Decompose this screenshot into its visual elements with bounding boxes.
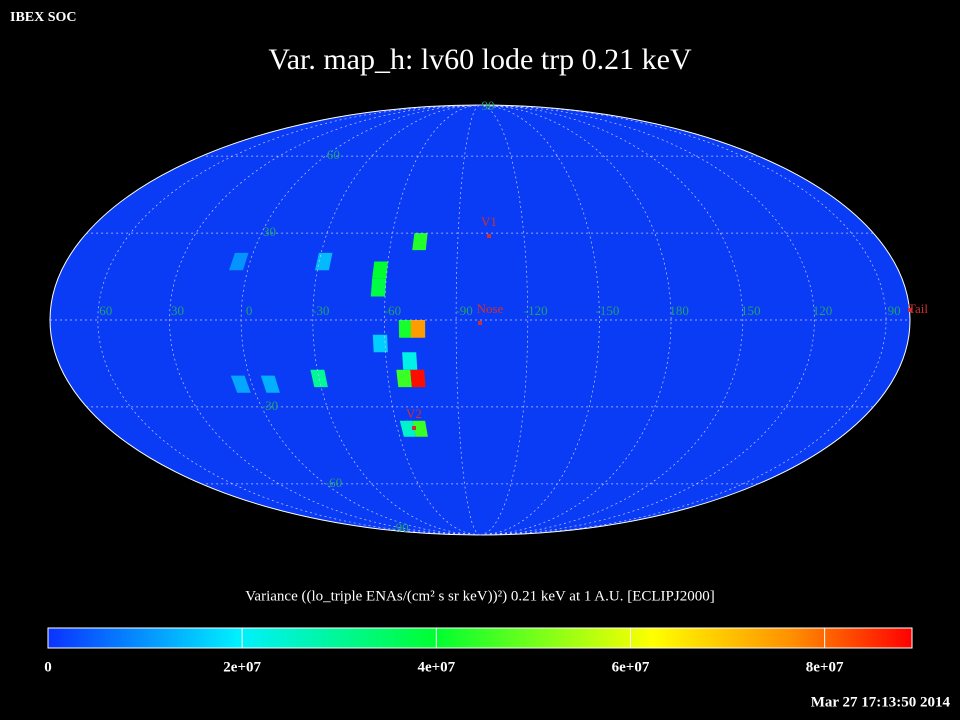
lon-label: -150 (596, 303, 620, 318)
marker-label: V2 (406, 406, 422, 421)
meridian (312, 104, 481, 536)
map-cell (399, 420, 416, 437)
map-cell (402, 352, 418, 370)
lat-label: -60 (325, 475, 342, 490)
colorbar-tick-label: 2e+07 (223, 659, 261, 675)
lon-label: -90 (455, 303, 472, 318)
lon-label: 120 (813, 303, 833, 318)
lat-label: 30 (263, 224, 276, 239)
map-cell (410, 369, 426, 388)
map-cell (310, 369, 328, 388)
map-cell (315, 252, 333, 271)
colorbar-tick-label: 0 (44, 659, 52, 675)
map-cell (260, 375, 280, 393)
colorbar-tick-label: 4e+07 (417, 659, 455, 675)
chart-title: Var. map_h: lv60 lode trp 0.21 keV (268, 43, 692, 76)
lon-label: -60 (384, 303, 401, 318)
lon-label: 30 (171, 303, 184, 318)
marker (908, 308, 912, 312)
lat-label: 60 (327, 147, 340, 162)
timestamp: Mar 27 17:13:50 2014 (811, 694, 951, 710)
lon-label: 0 (246, 303, 253, 318)
colorbar-tick-label: 6e+07 (612, 659, 650, 675)
colorbar-tick-label: 8e+07 (806, 659, 844, 675)
meridian (169, 104, 481, 536)
marker (412, 426, 416, 430)
map-cell (398, 320, 414, 338)
lat-label: -90 (391, 520, 408, 535)
lat-label: -30 (261, 398, 278, 413)
lon-label: 90 (888, 303, 901, 318)
meridian (479, 104, 744, 536)
map-cell (372, 261, 388, 279)
map-cell (229, 252, 249, 271)
meridian (479, 104, 815, 536)
marker-label: Nose (477, 301, 504, 316)
lon-label: 180 (669, 303, 689, 318)
lon-label: -120 (524, 303, 548, 318)
map-cell (410, 320, 426, 338)
map-cell (230, 375, 251, 393)
map-cell (412, 233, 428, 251)
lon-label: 60 (99, 303, 112, 318)
marker-label: Tail (908, 301, 928, 316)
meridian (479, 104, 672, 536)
lat-label: 90 (482, 98, 495, 113)
colorbar (47, 627, 913, 649)
header: IBEX SOC (10, 10, 77, 25)
marker (487, 234, 491, 238)
map-cell (372, 334, 388, 353)
map-cell (412, 420, 428, 437)
meridian (384, 104, 481, 536)
map-cell (396, 369, 412, 388)
marker-label: V1 (481, 214, 497, 229)
lon-label: 150 (741, 303, 761, 318)
map-cell (370, 278, 387, 297)
marker (478, 321, 482, 325)
colorbar-label: Variance ((lo_triple ENAs/(cm² s sr keV)… (245, 588, 714, 604)
lon-label: -30 (312, 303, 329, 318)
